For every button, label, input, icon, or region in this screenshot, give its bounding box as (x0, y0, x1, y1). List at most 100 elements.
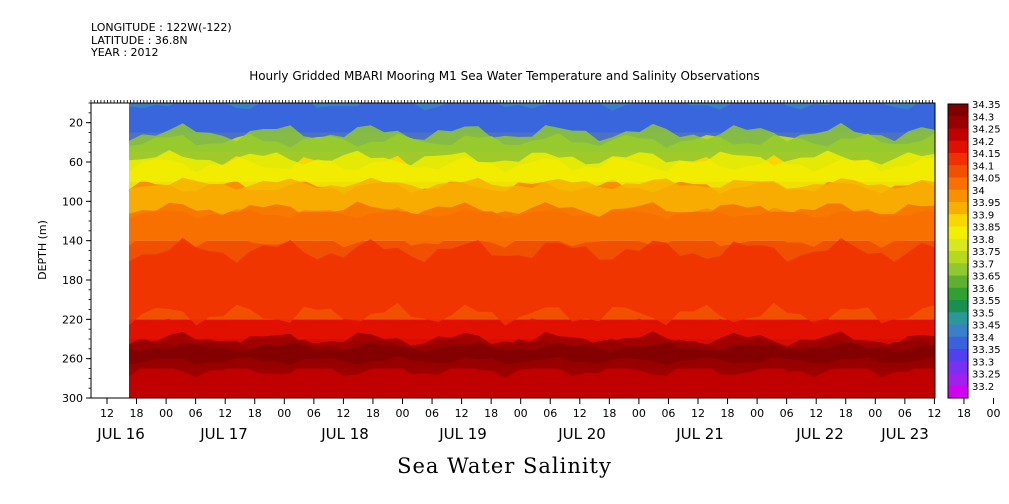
colorbar-label: 33.6 (972, 284, 994, 295)
y-tick-label: 260 (62, 353, 83, 366)
colorbar-label: 33.55 (972, 296, 1001, 307)
colorbar-swatch (948, 165, 968, 178)
metadata-block: LONGITUDE : 122W(-122) LATITUDE : 36.8N … (91, 21, 232, 60)
colorbar-label: 33.75 (972, 247, 1001, 258)
x-hour-label: 00 (868, 407, 882, 420)
colorbar-swatch (948, 324, 968, 338)
x-hour-label: 00 (750, 407, 764, 420)
colorbar-label: 33.85 (972, 223, 1001, 234)
chart-title: Hourly Gridded MBARI Mooring M1 Sea Wate… (249, 69, 760, 83)
x-day-label: JUL 19 (438, 425, 487, 443)
colorbar-swatch (948, 189, 968, 203)
colorbar-label: 33.35 (972, 345, 1001, 356)
y-tick-label: 60 (69, 156, 83, 169)
colorbar-swatch (948, 128, 968, 142)
colorbar-label: 33.9 (972, 210, 994, 221)
colorbar-label: 33.95 (972, 198, 1001, 209)
colorbar-swatch (948, 202, 968, 215)
x-day-label: JUL 21 (675, 425, 724, 443)
x-hour-label: 12 (691, 407, 705, 420)
x-hour-label: 06 (661, 407, 675, 420)
x-hour-label: 00 (514, 407, 528, 420)
x-hour-label: 00 (987, 407, 1001, 420)
x-day-label: JUL 16 (96, 425, 145, 443)
x-hour-label: 12 (927, 407, 941, 420)
colorbar-label: 33.3 (972, 357, 994, 368)
colorbar-swatch (948, 140, 968, 154)
colorbar-label: 33.65 (972, 272, 1001, 283)
colorbar-swatch (948, 153, 968, 166)
x-hour-label: 06 (543, 407, 557, 420)
colorbar-swatch (948, 385, 968, 399)
colorbar-label: 34.3 (972, 112, 994, 123)
x-hour-label: 12 (809, 407, 823, 420)
colorbar-label: 33.5 (972, 308, 994, 319)
colorbar-swatch (948, 373, 968, 387)
colorbar-label: 33.8 (972, 235, 994, 246)
colorbar-label: 34.15 (972, 149, 1001, 160)
colorbar-label: 33.4 (972, 333, 994, 344)
colorbar-swatch (948, 349, 968, 362)
salinity-contour-band (129, 342, 935, 366)
x-day-label: JUL 23 (880, 425, 929, 443)
colorbar-swatch (948, 336, 968, 350)
x-hour-label: 00 (277, 407, 291, 420)
colorbar-label: 33.7 (972, 259, 994, 270)
x-hour-label: 12 (100, 407, 114, 420)
x-hour-label: 00 (632, 407, 646, 420)
x-hour-label: 18 (957, 407, 971, 420)
y-tick-label: 300 (62, 392, 83, 405)
x-hour-label: 00 (159, 407, 173, 420)
colorbar-swatch (948, 263, 968, 276)
x-hour-label: 12 (573, 407, 587, 420)
year-label: YEAR : 2012 (91, 46, 159, 59)
x-hour-label: 18 (248, 407, 262, 420)
x-hour-label: 06 (425, 407, 439, 420)
salinity-contour-band (129, 201, 935, 248)
colorbar-swatch (948, 238, 968, 252)
colorbar-swatch (948, 287, 968, 301)
colorbar-label: 33.2 (972, 382, 994, 393)
colorbar-label: 33.25 (972, 370, 1001, 381)
y-tick-label: 100 (62, 195, 83, 208)
y-tick-label: 220 (62, 313, 83, 326)
x-hour-label: 18 (484, 407, 498, 420)
colorbar-swatch (948, 226, 968, 240)
x-day-label: JUL 18 (320, 425, 369, 443)
longitude-label: LONGITUDE : 122W(-122) (91, 21, 232, 34)
colorbar: 34.3534.334.2534.234.1534.134.053433.953… (947, 100, 1001, 399)
y-tick-label: 180 (62, 274, 83, 287)
y-tick-label: 20 (69, 117, 83, 130)
colorbar-swatch (948, 251, 968, 264)
x-day-label: JUL 20 (557, 425, 606, 443)
colorbar-swatch (948, 214, 968, 227)
colorbar-label: 33.45 (972, 321, 1001, 332)
variable-title: Sea Water Salinity (397, 454, 612, 478)
colorbar-frame (947, 103, 969, 399)
colorbar-swatch (948, 104, 968, 117)
y-axis-label: DEPTH (m) (36, 220, 49, 280)
x-hour-label: 06 (898, 407, 912, 420)
colorbar-swatch (948, 177, 968, 191)
x-hour-label: 12 (218, 407, 232, 420)
x-day-label: JUL 17 (199, 425, 248, 443)
x-day-label: JUL 22 (795, 425, 844, 443)
x-hour-label: 00 (396, 407, 410, 420)
x-hour-label: 06 (189, 407, 203, 420)
colorbar-label: 34.35 (972, 100, 1001, 111)
colorbar-swatch (948, 116, 968, 129)
x-hour-label: 12 (455, 407, 469, 420)
x-hour-label: 06 (780, 407, 794, 420)
colorbar-label: 34.05 (972, 174, 1001, 185)
salinity-field (129, 103, 935, 398)
colorbar-swatch (948, 300, 968, 313)
colorbar-swatch (948, 312, 968, 325)
x-hour-label: 12 (336, 407, 350, 420)
colorbar-label: 34 (972, 186, 985, 197)
colorbar-label: 34.2 (972, 137, 994, 148)
salinity-contour-band (129, 237, 935, 326)
x-hour-label: 18 (721, 407, 735, 420)
x-hour-label: 18 (839, 407, 853, 420)
x-hour-label: 18 (602, 407, 616, 420)
